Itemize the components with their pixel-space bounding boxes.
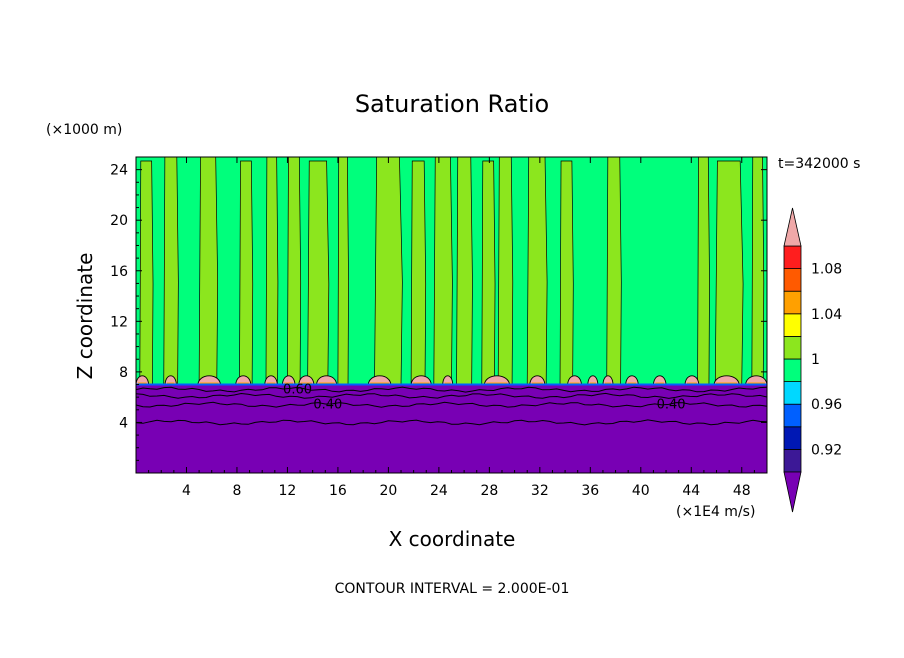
colorbar-segment [783, 381, 802, 405]
x-tick-label: 44 [682, 483, 700, 499]
x-axis-label: X coordinate [389, 527, 516, 551]
x-tick-label: 24 [430, 483, 448, 499]
saturated-column [239, 160, 254, 385]
y-axis-label: Z coordinate [73, 253, 97, 380]
y-tick-label: 20 [110, 213, 128, 229]
y-tick-label: 8 [119, 365, 128, 381]
colorbar-over-arrow [783, 207, 802, 247]
saturated-column [163, 157, 179, 385]
x-tick-label: 28 [480, 483, 498, 499]
contour-label: 0.60 [283, 382, 312, 397]
colorbar-segment [783, 313, 802, 337]
saturated-column [526, 157, 548, 385]
contour-line [136, 419, 767, 426]
colorbar-segment [783, 448, 802, 473]
contour-labels: 0.40 0.400.60 [283, 382, 686, 412]
saturated-column [337, 157, 349, 385]
saturated-column [497, 157, 514, 385]
x-tick-label: 36 [581, 483, 599, 499]
colorbar-segment [783, 290, 802, 315]
colorbar-segment [783, 245, 802, 270]
saturated-column [265, 157, 279, 385]
saturated-column [481, 160, 496, 385]
x-unit-label: (×1E4 m/s) [676, 504, 755, 520]
contour-label: 0.40 [313, 397, 342, 412]
chart-title: Saturation Ratio [355, 90, 549, 118]
saturated-column [697, 157, 710, 385]
colorbar-segment [783, 403, 802, 428]
colorbar-tick-label: 1 [811, 352, 820, 368]
contour-line [136, 392, 767, 399]
y-tick-label: 4 [119, 415, 128, 431]
x-tick-label: 8 [232, 483, 241, 499]
saturated-column [287, 157, 302, 385]
colorbar-under-arrow [783, 471, 802, 513]
contour-lines [136, 386, 767, 426]
contour-line [136, 386, 767, 393]
contour-label: 0.40 [657, 397, 686, 412]
colorbar-tick-label: 1.04 [811, 307, 842, 323]
saturated-column [374, 157, 403, 385]
saturated-column [456, 157, 473, 385]
saturated-column [559, 160, 574, 385]
colorbar-tick-label: 0.96 [811, 397, 842, 413]
x-tick-label: 32 [531, 483, 549, 499]
x-tick-label: 4 [182, 483, 191, 499]
saturated-column [410, 160, 427, 385]
saturated-column [433, 157, 453, 385]
colorbar-segment [783, 358, 802, 383]
colorbar-tick-label: 1.08 [811, 262, 842, 278]
colorbar-tick-label: 0.92 [811, 442, 842, 458]
x-tick-label: 16 [329, 483, 347, 499]
contour-interval-label: CONTOUR INTERVAL = 2.000E-01 [335, 581, 570, 597]
x-tick-label: 48 [733, 483, 751, 499]
colorbar-segment [783, 426, 802, 450]
saturated-column [198, 157, 219, 385]
saturated-column [606, 157, 622, 385]
colorbar-segment [783, 335, 802, 360]
y-tick-label: 12 [110, 314, 128, 330]
y-tick-label: 16 [110, 264, 128, 280]
y-unit-label: (×1000 m) [46, 122, 122, 138]
x-tick-label: 12 [279, 483, 297, 499]
contour-line [136, 401, 767, 408]
x-tick-label: 40 [632, 483, 650, 499]
colorbar: 1.08 1.04 1 0.96 0.92 [783, 207, 842, 513]
saturated-column [714, 160, 744, 385]
y-tick-label: 24 [110, 163, 128, 179]
saturated-column [139, 160, 154, 385]
plot-area [136, 157, 767, 473]
colorbar-segment [783, 268, 802, 292]
dry-layer [136, 384, 767, 473]
x-tick-label: 20 [379, 483, 397, 499]
time-label: t=342000 s [778, 156, 860, 172]
saturated-column [307, 160, 330, 385]
